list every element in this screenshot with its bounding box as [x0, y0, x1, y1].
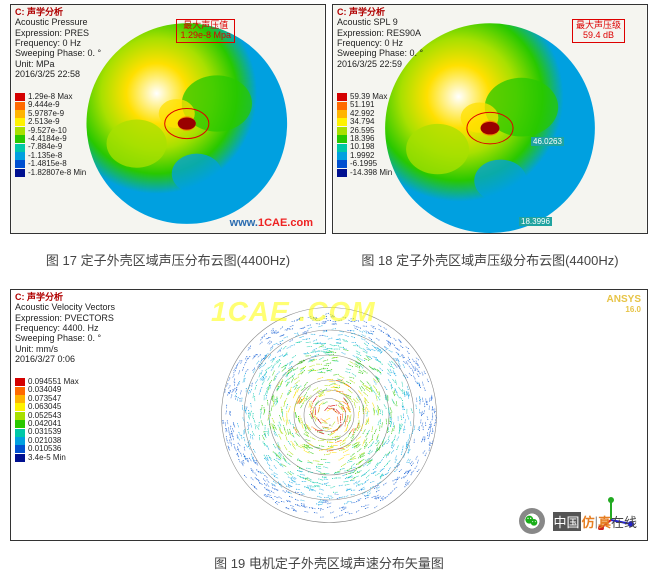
hdr-line: Acoustic Velocity Vectors [15, 302, 115, 312]
panel-title: C: 声学分析 [15, 292, 115, 302]
figure-caption: 图 19 电机定子外壳区域声速分布矢量图 [0, 545, 658, 584]
figure-caption: 图 18 定子外壳区域声压级分布云图(4400Hz) [332, 242, 648, 281]
hdr-line: Frequency: 0 Hz [337, 38, 423, 48]
hdr-line: Sweeping Phase: 0. ° [15, 333, 115, 343]
url-part: 1CAE.com [258, 217, 313, 229]
callout-value: 1.29e-8 Mpa [180, 31, 231, 41]
figure-caption: 图 17 定子外壳区域声压分布云图(4400Hz) [10, 242, 326, 281]
hdr-line: Unit: MPa [15, 59, 101, 69]
hdr-line: Expression: PRES [15, 28, 101, 38]
legend-row: -1.82807e-8 Min [15, 169, 86, 177]
hdr-line: Frequency: 4400. Hz [15, 323, 115, 333]
panel-title: C: 声学分析 [337, 7, 423, 17]
url-part: www. [230, 217, 258, 229]
panel-title: C: 声学分析 [15, 7, 101, 17]
brand-text: 中国 仿|真在线 [553, 512, 637, 531]
hdr-line: Expression: PVECTORS [15, 313, 115, 323]
hdr-line: Sweeping Phase: 0. ° [337, 48, 423, 58]
ansys-logo: ANSYS [607, 294, 641, 305]
wechat-icon [519, 508, 545, 534]
callout-value: 59.4 dB [576, 31, 621, 41]
hdr-line: 2016/3/25 22:58 [15, 69, 101, 79]
value-badge: 18.3996 [519, 217, 552, 226]
legend-row: -14.398 Min [337, 169, 392, 177]
legend-row: 3.4e-5 Min [15, 454, 79, 462]
hdr-line: 2016/3/27 0:06 [15, 354, 115, 364]
hdr-line: Sweeping Phase: 0. ° [15, 48, 101, 58]
hdr-line: Acoustic SPL 9 [337, 17, 423, 27]
hdr-line: Frequency: 0 Hz [15, 38, 101, 48]
ansys-version: 16.0 [607, 305, 641, 314]
hdr-line: Expression: RES90A [337, 28, 423, 38]
hdr-line: 2016/3/25 22:59 [337, 59, 423, 69]
hdr-line: Acoustic Pressure [15, 17, 101, 27]
hdr-line: Unit: mm/s [15, 344, 115, 354]
value-badge: 46.0263 [531, 137, 564, 146]
watermark-text: 1CAE .COM [211, 296, 376, 328]
